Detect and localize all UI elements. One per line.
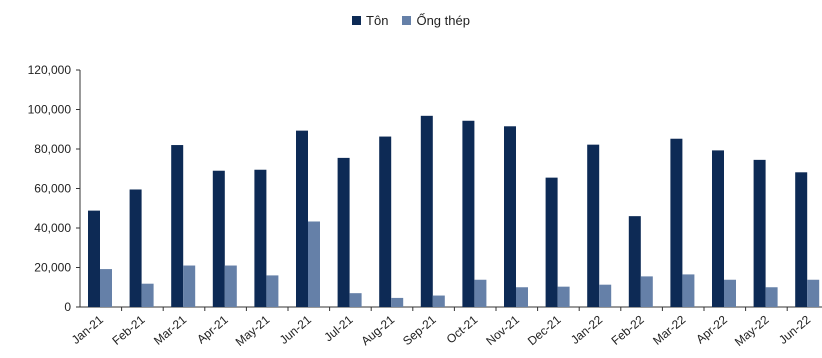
bar-ong-thep xyxy=(266,275,279,307)
bar-ong-thep xyxy=(599,284,612,307)
bar-ton xyxy=(254,169,267,307)
x-tick-label: Nov-21 xyxy=(483,312,522,348)
legend-label-ton: Tôn xyxy=(366,13,389,28)
bar-ong-thep xyxy=(807,279,820,307)
bar-ton xyxy=(420,115,433,307)
bar-ton xyxy=(296,130,308,307)
bar-ong-thep xyxy=(474,279,487,307)
bar-ong-thep xyxy=(682,274,695,307)
legend-swatch-ton xyxy=(352,16,362,25)
bar-ong-thep xyxy=(141,283,154,307)
y-tick-label: 20,000 xyxy=(34,261,71,275)
x-tick-label: Feb-22 xyxy=(609,312,647,347)
legend-label-ong-thep: Ống thép xyxy=(416,13,470,28)
y-tick-label: 0 xyxy=(64,300,71,314)
x-tick-label: Oct-21 xyxy=(444,312,481,346)
bar-ton xyxy=(88,210,100,307)
legend-item-ong-thep: Ống thép xyxy=(402,13,470,28)
x-tick-label: May-21 xyxy=(233,312,273,349)
x-tick-label: May-22 xyxy=(732,312,772,349)
x-tick-label: Sep-21 xyxy=(400,312,439,348)
y-tick-label: 100,000 xyxy=(28,103,72,117)
x-tick-label: Jul-21 xyxy=(321,312,355,344)
bar-ong-thep xyxy=(557,286,570,307)
x-tick-label: Mar-22 xyxy=(650,312,688,347)
bar-ton xyxy=(712,150,724,307)
bar-ton xyxy=(670,138,683,307)
x-tick-label: Apr-22 xyxy=(693,312,730,346)
y-tick-label: 120,000 xyxy=(28,63,72,77)
bar-ton xyxy=(753,159,766,307)
bar-ong-thep xyxy=(224,265,237,307)
bar-ton xyxy=(337,157,350,307)
legend-swatch-ong-thep xyxy=(402,16,412,25)
bar-ton xyxy=(212,170,225,307)
x-tick-label: Jan-22 xyxy=(568,312,605,347)
x-tick-label: Jun-21 xyxy=(277,312,314,347)
bar-ton xyxy=(171,145,184,307)
bar-ong-thep xyxy=(391,297,404,307)
bar-ong-thep xyxy=(308,221,320,307)
y-tick-label: 40,000 xyxy=(34,221,71,235)
bar-ong-thep xyxy=(349,293,362,307)
bar-ton xyxy=(462,120,475,307)
x-tick-label: Feb-21 xyxy=(109,312,147,347)
x-tick-label: Jun-22 xyxy=(776,312,813,347)
bar-ong-thep xyxy=(765,287,778,307)
bar-ong-thep xyxy=(100,269,112,307)
bar-ong-thep xyxy=(640,276,653,307)
bar-ton xyxy=(379,136,392,307)
bar-ton xyxy=(129,189,142,307)
bar-ong-thep xyxy=(516,287,528,307)
bar-ton xyxy=(504,126,516,307)
x-tick-label: Mar-21 xyxy=(151,312,189,347)
bar-ton xyxy=(795,172,808,307)
x-tick-label: Dec-21 xyxy=(525,312,564,348)
bar-ong-thep xyxy=(432,295,445,307)
x-tick-label: Aug-21 xyxy=(358,312,397,348)
bar-ong-thep xyxy=(183,265,196,307)
legend: Tôn Ống thép xyxy=(0,13,822,28)
y-tick-label: 80,000 xyxy=(34,142,71,156)
bar-ong-thep xyxy=(724,279,736,307)
y-tick-label: 60,000 xyxy=(34,182,71,196)
x-tick-label: Jan-21 xyxy=(69,312,106,347)
x-tick-label: Apr-21 xyxy=(194,312,231,346)
bar-ton xyxy=(628,216,641,307)
legend-item-ton: Tôn xyxy=(352,13,388,28)
bar-ton xyxy=(587,144,600,307)
bar-ton xyxy=(545,177,558,307)
